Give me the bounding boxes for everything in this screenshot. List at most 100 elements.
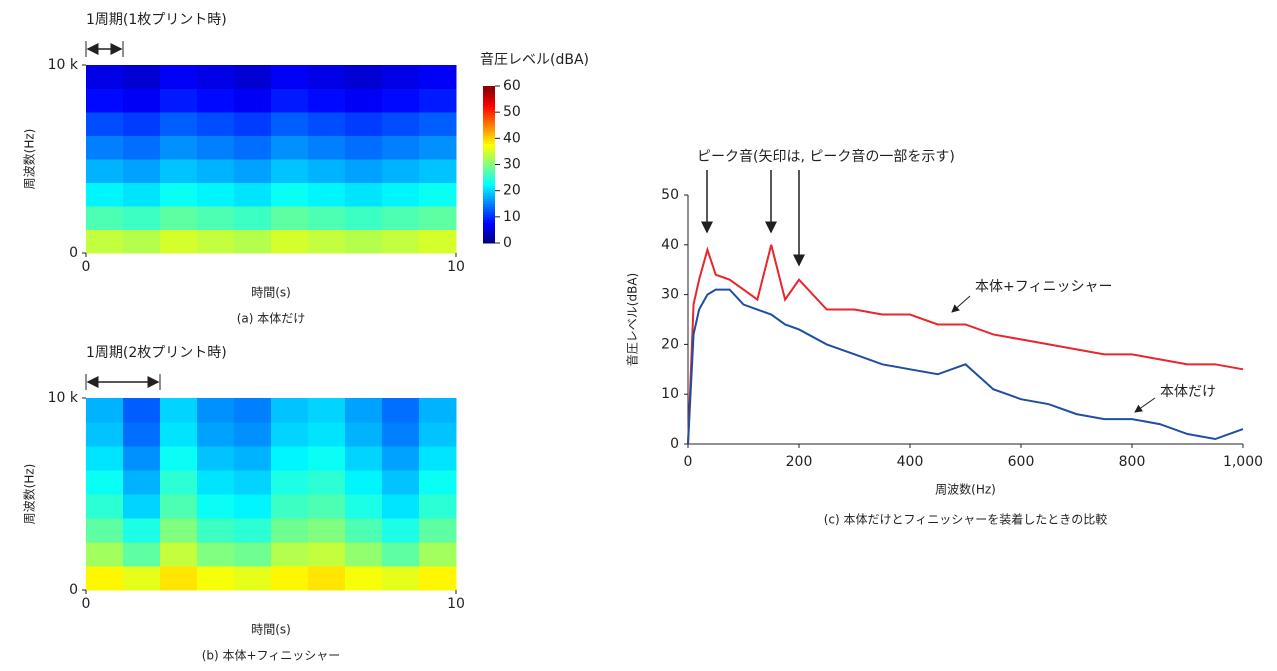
colorbar-segment (483, 222, 495, 226)
heat-cell (308, 159, 346, 183)
heat-cell (271, 65, 309, 89)
heat-cell (308, 470, 346, 495)
x-tick-label: 800 (1119, 454, 1146, 470)
period-label: 1周期(1枚プリント時) (86, 12, 227, 28)
colorbar-tick-label: 50 (503, 104, 521, 120)
caption: (b) 本体+フィニッシャー (202, 649, 341, 663)
heat-cell (86, 518, 124, 543)
colorbar-tick-label: 60 (503, 78, 521, 94)
heat-cell (197, 446, 235, 471)
heat-cell (382, 422, 420, 447)
colorbar-segment (483, 159, 495, 163)
heat-cell (86, 112, 124, 136)
heat-cell (382, 446, 420, 471)
heat-cell (123, 422, 161, 447)
y-tick-label: 10 (661, 386, 679, 402)
heat-cell (234, 494, 272, 519)
heat-cell (234, 422, 272, 447)
colorbar-segment (483, 206, 495, 210)
heat-cell (419, 182, 457, 207)
colorbar-segment (483, 127, 495, 131)
colorbar-tick-label: 0 (503, 235, 512, 251)
colorbar-segment (483, 237, 495, 241)
heat-cell (308, 566, 346, 591)
heat-cell (86, 422, 124, 447)
colorbar-segment (483, 203, 495, 207)
heat-cell (86, 494, 124, 519)
heat-cell (123, 446, 161, 471)
colorbar-tick-label: 40 (503, 130, 521, 146)
heat-cell (197, 470, 235, 495)
heat-cell (419, 398, 457, 423)
colorbar-segment (483, 169, 495, 173)
colorbar-segment (483, 146, 495, 150)
y-axis-title: 周波数(Hz) (22, 129, 37, 190)
heat-cell (197, 135, 235, 160)
heat-cell (160, 112, 198, 136)
x-tick-label: 600 (1008, 454, 1035, 470)
heat-cell (123, 88, 161, 113)
heat-cell (123, 229, 161, 254)
colorbar-segment (483, 140, 495, 145)
x-tick-label: 1,000 (1223, 454, 1263, 470)
heat-cell (86, 229, 124, 254)
heat-cell (345, 229, 383, 254)
heat-cell (382, 112, 420, 136)
heat-cell (271, 206, 309, 230)
heat-cell (197, 159, 235, 183)
colorbar-segment (483, 114, 495, 118)
heat-cell (86, 206, 124, 230)
caption: (a) 本体だけ (237, 312, 306, 326)
heat-cell (197, 229, 235, 254)
colorbar-segment (483, 109, 495, 113)
colorbar-segment (483, 240, 495, 244)
heat-cell (345, 566, 383, 591)
heat-cell (86, 542, 124, 567)
heat-cell (419, 470, 457, 495)
heat-cell (123, 135, 161, 160)
x-tick-label: 0 (82, 596, 91, 612)
heat-cell (123, 182, 161, 207)
heat-cell (160, 65, 198, 89)
colorbar-segment (483, 86, 495, 90)
x-tick-label: 0 (82, 259, 91, 275)
heat-cell (160, 398, 198, 423)
heat-cell (382, 518, 420, 543)
colorbar-segment (483, 106, 495, 111)
colorbar-title: 音圧レベル(dBA) (480, 51, 589, 68)
heat-cell (308, 542, 346, 567)
colorbar-segment (483, 148, 495, 152)
heat-cell (234, 88, 272, 113)
heat-cell (234, 542, 272, 567)
heat-cell (419, 135, 457, 160)
colorbar-segment (483, 104, 495, 108)
colorbar-segment (483, 216, 495, 220)
series-line (687, 288, 1244, 445)
x-axis-title: 時間(s) (251, 286, 291, 300)
colorbar-segment (483, 177, 495, 181)
colorbar-segment (483, 101, 495, 105)
y-axis-title: 音圧レベル(dBA) (625, 273, 640, 366)
heat-cell (308, 398, 346, 423)
x-axis-title: 時間(s) (251, 623, 291, 637)
y-tick-label: 30 (661, 287, 679, 303)
peak-annotation: ピーク音(矢印は, ピーク音の一部を示す) (697, 148, 955, 165)
heat-cell (345, 112, 383, 136)
heat-cell (197, 494, 235, 519)
colorbar-segment (483, 232, 495, 236)
heat-cell (86, 88, 124, 113)
heat-cell (271, 422, 309, 447)
heat-cell (271, 182, 309, 207)
heat-cell (160, 206, 198, 230)
y-tick-label: 0 (670, 436, 679, 452)
heat-cell (382, 398, 420, 423)
heat-cell (271, 112, 309, 136)
heat-cell (160, 542, 198, 567)
heat-cell (271, 88, 309, 113)
heat-cell (123, 470, 161, 495)
heat-cell (86, 182, 124, 207)
label-pointer (1134, 397, 1156, 413)
heat-cell (308, 65, 346, 89)
heat-cell (382, 88, 420, 113)
